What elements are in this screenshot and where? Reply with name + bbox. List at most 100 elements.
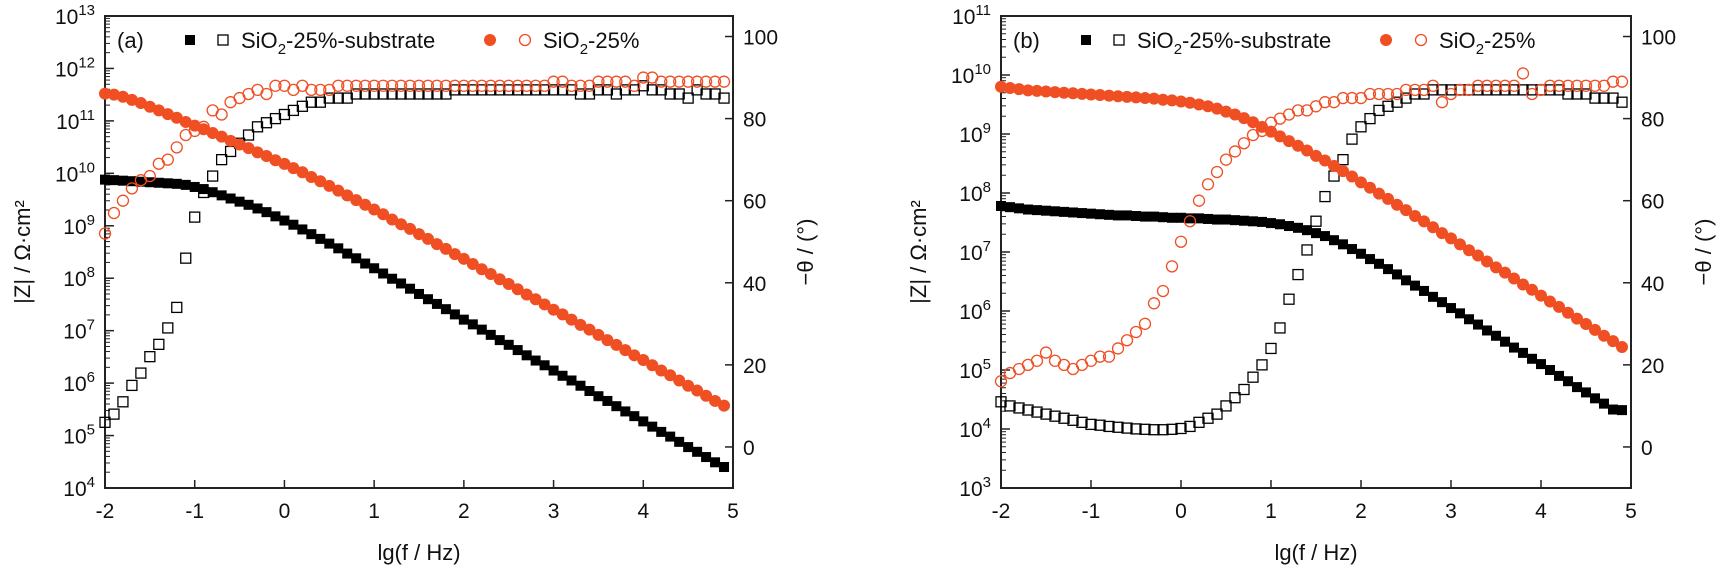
data-point bbox=[1058, 412, 1070, 424]
data-point bbox=[1112, 421, 1124, 433]
data-point bbox=[1166, 423, 1178, 435]
data-point bbox=[225, 193, 236, 204]
data-point bbox=[108, 175, 119, 186]
y-right-tick-label: 60 bbox=[743, 191, 766, 214]
data-point bbox=[1544, 295, 1556, 308]
data-point bbox=[1103, 89, 1115, 102]
data-point bbox=[1516, 67, 1530, 80]
data-point bbox=[1138, 317, 1152, 330]
data-point bbox=[565, 79, 578, 92]
data-point bbox=[1283, 135, 1295, 148]
data-point bbox=[610, 75, 623, 88]
data-point bbox=[1579, 79, 1593, 92]
data-point bbox=[287, 162, 300, 175]
data-point bbox=[162, 322, 174, 334]
data-point bbox=[1121, 422, 1133, 434]
data-point bbox=[413, 228, 425, 241]
data-point bbox=[1219, 153, 1233, 166]
data-point bbox=[162, 178, 173, 189]
data-point bbox=[125, 182, 139, 195]
data-point bbox=[1562, 88, 1574, 100]
data-point bbox=[1113, 210, 1123, 221]
y-right-tick-label: 0 bbox=[743, 437, 755, 460]
data-point bbox=[189, 211, 201, 223]
data-point bbox=[206, 126, 219, 139]
data-point bbox=[1499, 266, 1511, 279]
data-point bbox=[98, 227, 112, 240]
data-point bbox=[431, 88, 443, 100]
data-point bbox=[180, 179, 191, 190]
x-tick-label: 0 bbox=[279, 500, 291, 523]
data-point bbox=[1311, 228, 1321, 239]
data-point bbox=[1067, 414, 1079, 426]
data-point bbox=[1373, 104, 1385, 117]
data-point bbox=[296, 166, 309, 179]
data-point bbox=[324, 238, 335, 249]
data-point bbox=[682, 379, 695, 392]
data-point bbox=[1589, 92, 1601, 104]
data-point bbox=[1184, 96, 1196, 109]
data-point bbox=[674, 436, 685, 447]
data-point bbox=[1507, 79, 1521, 92]
data-point bbox=[1086, 208, 1096, 219]
data-point bbox=[476, 324, 487, 335]
data-point bbox=[565, 313, 578, 326]
data-point bbox=[395, 218, 408, 231]
data-point bbox=[99, 87, 111, 100]
data-point bbox=[1445, 84, 1457, 96]
data-point bbox=[1266, 218, 1276, 229]
data-point bbox=[1094, 89, 1106, 102]
data-point bbox=[189, 181, 200, 192]
y-left-tick-label: 104 bbox=[959, 415, 991, 442]
data-point bbox=[1500, 336, 1510, 347]
data-point bbox=[1463, 244, 1475, 257]
data-point bbox=[619, 344, 632, 357]
data-point bbox=[1148, 424, 1160, 436]
data-point bbox=[1175, 95, 1187, 108]
x-tick-label: -1 bbox=[1082, 500, 1101, 523]
data-point bbox=[1175, 422, 1187, 435]
data-point bbox=[1498, 79, 1512, 92]
data-point bbox=[601, 334, 614, 347]
y-left-tick-label: 103 bbox=[959, 474, 991, 501]
data-point bbox=[1031, 406, 1043, 418]
data-point bbox=[647, 421, 658, 432]
data-point bbox=[1552, 79, 1566, 92]
data-point bbox=[1185, 213, 1195, 224]
data-point bbox=[207, 170, 219, 182]
data-point bbox=[1030, 354, 1044, 367]
data-point bbox=[655, 364, 668, 377]
data-point bbox=[1383, 264, 1393, 275]
data-point bbox=[1129, 325, 1143, 339]
data-point bbox=[512, 345, 523, 356]
data-point bbox=[1391, 96, 1403, 108]
y-left-tick-label: 104 bbox=[63, 474, 95, 501]
x-tick-label: 5 bbox=[1625, 500, 1637, 523]
data-point bbox=[1374, 258, 1384, 269]
data-point bbox=[1040, 85, 1052, 98]
data-point bbox=[1230, 215, 1240, 226]
data-point bbox=[386, 213, 399, 226]
data-point bbox=[1554, 370, 1564, 381]
data-point bbox=[305, 96, 317, 108]
data-point bbox=[1247, 116, 1259, 129]
data-point bbox=[1336, 91, 1350, 105]
data-point bbox=[1301, 144, 1313, 157]
data-point bbox=[1157, 93, 1169, 106]
data-point bbox=[1363, 87, 1377, 101]
data-point bbox=[1328, 159, 1340, 172]
y-left-tick-label: 105 bbox=[63, 422, 95, 449]
data-point bbox=[1013, 83, 1025, 96]
data-point bbox=[1428, 291, 1438, 302]
data-point bbox=[547, 303, 560, 316]
data-point bbox=[1131, 211, 1141, 222]
data-point bbox=[305, 83, 318, 97]
data-point bbox=[1095, 209, 1105, 220]
y-left-tick-label: 108 bbox=[959, 179, 991, 206]
y-right-tick-label: 100 bbox=[1641, 27, 1676, 50]
data-point bbox=[1275, 219, 1285, 230]
y-left-tick-label: 109 bbox=[959, 120, 991, 147]
data-point bbox=[179, 115, 192, 128]
y-right-tick-label: 40 bbox=[743, 273, 766, 296]
data-point bbox=[405, 283, 416, 294]
